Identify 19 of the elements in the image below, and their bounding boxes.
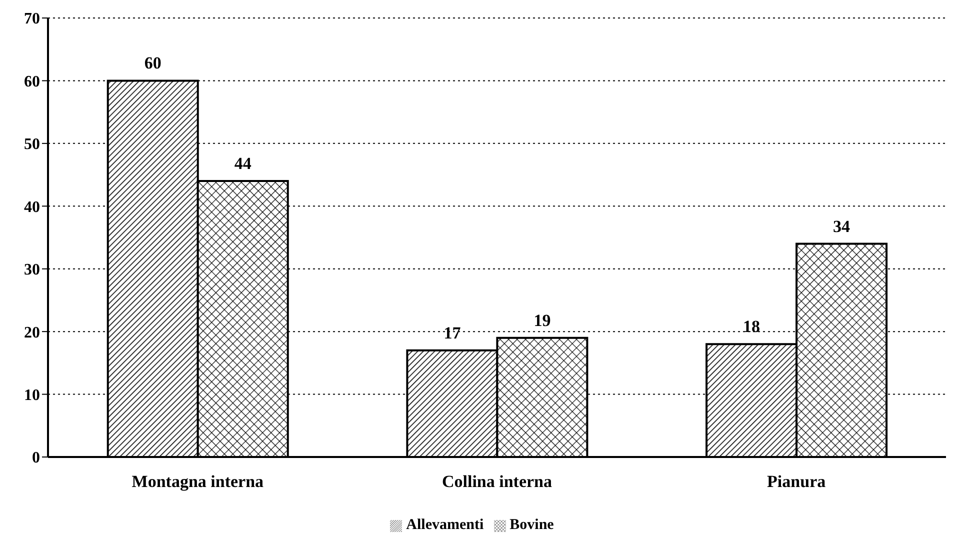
data-label: 34 [833,216,851,236]
data-label: 19 [534,310,551,330]
y-tick-label: 0 [32,450,40,467]
x-tick-label: Pianura [767,472,826,492]
y-tick-label: 70 [24,10,40,28]
x-tick-label: Montagna interna [132,472,264,492]
y-tick-label: 30 [24,262,40,279]
legend-label: Bovine [510,517,554,533]
y-tick-label: 10 [24,386,40,404]
y-tick-label: 40 [24,198,40,216]
x-tick-label: Collina interna [442,472,553,492]
data-label: 18 [743,317,760,336]
data-label: 17 [444,323,462,342]
y-tick-label: 50 [24,136,40,154]
y-tick-label: 20 [24,324,40,342]
legend-label: Allevamenti [406,517,484,533]
data-label: 44 [234,154,252,174]
data-label: 60 [144,54,162,73]
y-tick-label: 60 [24,73,40,90]
